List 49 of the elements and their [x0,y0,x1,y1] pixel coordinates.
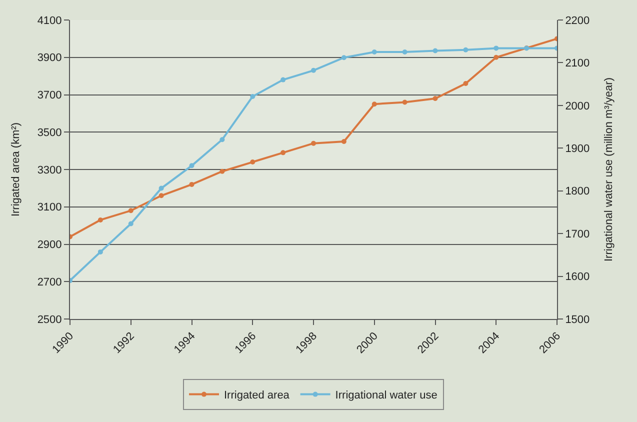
y-axis-title: Irrigated area (km²) [10,122,22,217]
point [311,140,316,146]
y-tick-label: 2700 [37,276,62,288]
y-tick-label: 3700 [37,90,62,102]
y-tick-label: 3900 [37,52,62,64]
point [189,163,194,168]
point [494,46,499,51]
y-tick-label: 3100 [37,202,62,214]
point [280,150,286,156]
point [432,48,438,54]
legend-label: Irrigational water use [335,390,438,402]
point [98,217,103,222]
point [372,102,377,107]
y-tick-label: 3300 [37,164,62,176]
point [494,54,499,60]
point [402,50,408,55]
legend-label: Irrigated area [224,390,290,402]
y2-tick-label: 2200 [565,14,590,27]
point [250,160,256,165]
point [128,221,134,226]
y-tick-label: 2500 [37,314,62,326]
y2-axis-title: Irrigational water use (million m³/year) [602,78,615,262]
y-tick-label: 2900 [37,239,62,252]
point [250,94,256,99]
y2-tick-label: 1700 [565,228,590,240]
point [311,68,316,73]
point [189,182,194,187]
point [158,193,164,198]
y2-tick-label: 1800 [565,186,590,198]
y2-tick-label: 1900 [565,142,590,155]
y-tick-label: 4100 [37,14,62,27]
point [220,137,225,142]
point [341,138,346,144]
point [220,168,225,174]
point [402,100,408,105]
point [341,55,346,60]
y2-tick-label: 2100 [565,58,590,70]
point [372,50,377,55]
y2-tick-label: 1600 [565,271,590,284]
y-tick-label: 3500 [37,126,62,139]
point [98,249,103,254]
point [158,186,164,191]
point [432,96,438,101]
point [463,81,468,86]
point [128,208,134,214]
point [280,77,286,82]
y2-tick-label: 2000 [565,100,590,112]
point [463,47,468,52]
y2-tick-label: 1500 [565,314,590,326]
